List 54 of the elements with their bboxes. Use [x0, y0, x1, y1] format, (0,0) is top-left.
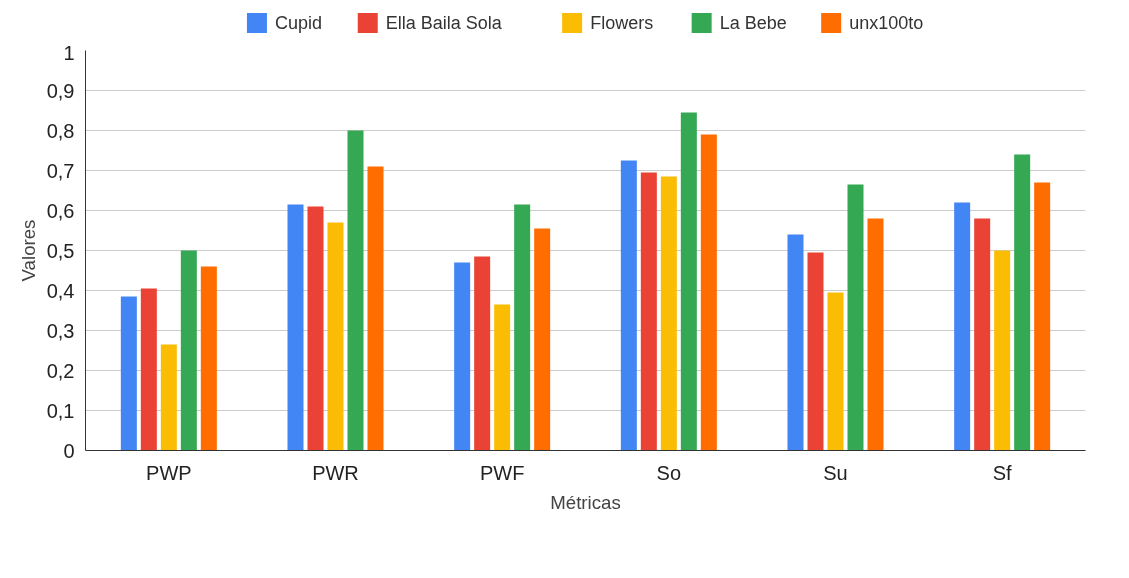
- x-axis-title: Métricas: [550, 491, 621, 513]
- legend-label: Cupid: [274, 13, 322, 33]
- bar: [847, 184, 864, 451]
- bar: [367, 166, 384, 451]
- y-tick-label: 0,9: [46, 79, 75, 102]
- bar: [140, 288, 157, 451]
- bar: [160, 344, 177, 451]
- bar: [867, 218, 884, 451]
- bar: [347, 130, 364, 451]
- bar: [700, 134, 717, 451]
- y-tick-label: 0,2: [46, 359, 75, 382]
- bar: [807, 252, 824, 451]
- y-axis-title: Valores: [17, 219, 39, 282]
- y-tick-label: 0,1: [46, 399, 75, 422]
- bar: [494, 304, 511, 451]
- bar: [954, 202, 971, 451]
- y-tick-label: 0: [63, 439, 75, 462]
- bar: [1034, 182, 1051, 451]
- bar: [680, 112, 697, 451]
- bar: [307, 206, 324, 451]
- bar: [1014, 154, 1031, 451]
- bar: [640, 172, 657, 451]
- bar: [514, 204, 531, 451]
- y-tick-label: 1: [63, 41, 75, 64]
- x-tick-label: Sf: [992, 461, 1013, 484]
- legend-label: Ella Baila Sola: [385, 13, 503, 33]
- bar: [287, 204, 304, 451]
- y-tick-label: 0,4: [46, 279, 75, 302]
- bar: [454, 262, 471, 451]
- bar: [474, 256, 491, 451]
- y-tick-label: 0,3: [46, 319, 75, 342]
- bar: [534, 228, 551, 451]
- bar: [827, 292, 844, 451]
- y-tick-label: 0,5: [46, 239, 75, 262]
- x-tick-label: Su: [823, 461, 848, 484]
- legend-label: La Bebe: [719, 13, 787, 33]
- bar: [660, 176, 677, 451]
- bar: [994, 250, 1011, 451]
- x-tick-label: So: [656, 461, 682, 484]
- x-tick-label: PWR: [312, 461, 359, 484]
- bar: [327, 222, 344, 451]
- y-tick-label: 0,6: [46, 199, 75, 222]
- y-tick-label: 0,7: [46, 159, 75, 182]
- legend-label: Flowers: [590, 13, 654, 33]
- x-tick-label: PWP: [146, 461, 192, 484]
- bar: [180, 250, 197, 451]
- bar: [974, 218, 991, 451]
- bar: [200, 266, 217, 451]
- x-tick-label: PWF: [479, 461, 525, 484]
- bar: [620, 160, 637, 451]
- legend-label: unx100to: [849, 13, 924, 33]
- bar: [787, 234, 804, 451]
- bar: [120, 296, 137, 451]
- y-tick-label: 0,8: [46, 119, 75, 142]
